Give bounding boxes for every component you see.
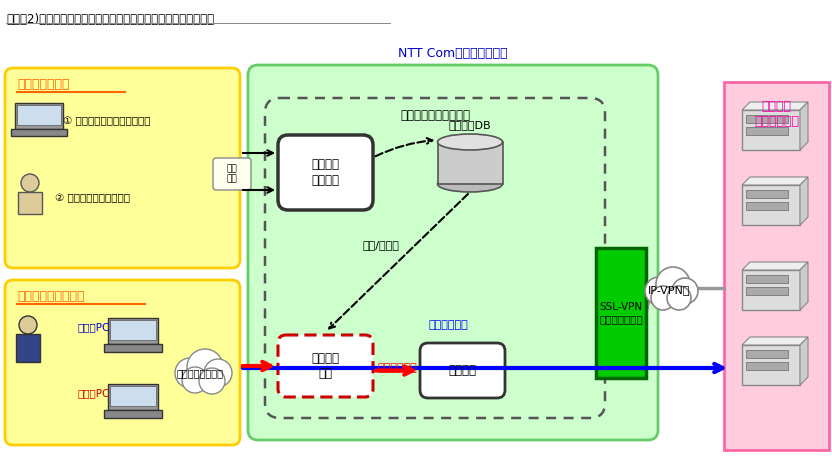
Text: 隔離機能: 隔離機能 — [448, 364, 477, 377]
Circle shape — [175, 358, 205, 388]
Circle shape — [645, 277, 673, 305]
Circle shape — [672, 278, 698, 304]
Bar — [596, 248, 646, 378]
Bar — [742, 270, 800, 310]
Text: （別紙2)「モバイルコネクト　機体認証サービス」機能イメージ: （別紙2)「モバイルコネクト 機体認証サービス」機能イメージ — [6, 13, 214, 26]
Bar — [104, 410, 162, 418]
Text: お客さま
社内システム: お客さま 社内システム — [754, 100, 799, 128]
Bar — [108, 318, 158, 344]
Bar — [724, 82, 829, 450]
Polygon shape — [742, 177, 808, 185]
Circle shape — [182, 367, 208, 393]
FancyBboxPatch shape — [213, 158, 251, 190]
Bar — [746, 287, 788, 295]
FancyBboxPatch shape — [5, 280, 240, 445]
Bar — [742, 345, 800, 385]
Ellipse shape — [438, 134, 503, 150]
Text: 機体認証
機能: 機体認証 機能 — [311, 352, 339, 380]
Bar — [742, 185, 800, 225]
Bar — [746, 190, 788, 198]
Bar — [746, 127, 788, 135]
Text: 機体情報の登録: 機体情報の登録 — [17, 78, 70, 91]
Circle shape — [651, 286, 675, 310]
Text: ② 管理者による手動登録: ② 管理者による手動登録 — [55, 193, 130, 203]
Text: ① 初回アクセス時に自動登録: ① 初回アクセス時に自動登録 — [63, 116, 151, 126]
Bar — [742, 110, 800, 150]
Bar — [746, 350, 788, 358]
Polygon shape — [742, 102, 808, 110]
Text: 一致/不一致: 一致/不一致 — [362, 240, 399, 250]
Text: NTT Comデータセンター: NTT Comデータセンター — [399, 47, 508, 60]
Bar — [110, 320, 156, 340]
Bar — [438, 142, 503, 184]
Bar — [17, 105, 61, 124]
Bar — [746, 115, 788, 123]
Text: アクセス禁止: アクセス禁止 — [378, 363, 418, 373]
FancyBboxPatch shape — [265, 98, 605, 418]
FancyBboxPatch shape — [278, 335, 373, 397]
Text: SSL-VPN
ゲートウェイ等: SSL-VPN ゲートウェイ等 — [599, 302, 643, 324]
Circle shape — [21, 174, 39, 192]
FancyBboxPatch shape — [18, 192, 42, 214]
Text: リモートアクセス時: リモートアクセス時 — [17, 290, 85, 303]
Circle shape — [187, 349, 223, 385]
Circle shape — [667, 286, 691, 310]
Bar — [110, 386, 156, 406]
Bar — [108, 384, 158, 410]
Text: 機体
情報: 機体 情報 — [226, 165, 237, 184]
Text: 未登録PC: 未登録PC — [77, 388, 109, 398]
Bar — [746, 202, 788, 210]
Text: 機体情報
登録機能: 機体情報 登録機能 — [311, 159, 339, 186]
Ellipse shape — [438, 176, 503, 192]
Circle shape — [204, 359, 232, 387]
Circle shape — [199, 368, 225, 394]
FancyBboxPatch shape — [5, 68, 240, 268]
Text: 機体情報DB: 機体情報DB — [448, 120, 492, 130]
Polygon shape — [800, 102, 808, 150]
FancyBboxPatch shape — [278, 135, 373, 210]
Text: インターネット等: インターネット等 — [176, 368, 224, 378]
Text: 登録済PC: 登録済PC — [77, 322, 109, 332]
Polygon shape — [800, 337, 808, 385]
FancyBboxPatch shape — [16, 334, 40, 362]
Circle shape — [19, 316, 37, 334]
Bar — [15, 103, 63, 128]
Polygon shape — [800, 177, 808, 225]
Bar — [746, 275, 788, 283]
Text: IP-VPN等: IP-VPN等 — [648, 285, 691, 295]
Text: アクセス許可: アクセス許可 — [428, 320, 468, 330]
Bar — [104, 344, 162, 352]
Bar — [11, 128, 67, 136]
Polygon shape — [742, 262, 808, 270]
Bar — [746, 362, 788, 370]
Polygon shape — [742, 337, 808, 345]
FancyBboxPatch shape — [248, 65, 658, 440]
FancyBboxPatch shape — [420, 343, 505, 398]
Text: 機体認証サービス基盤: 機体認証サービス基盤 — [400, 109, 470, 122]
Polygon shape — [800, 262, 808, 310]
Circle shape — [656, 267, 690, 301]
